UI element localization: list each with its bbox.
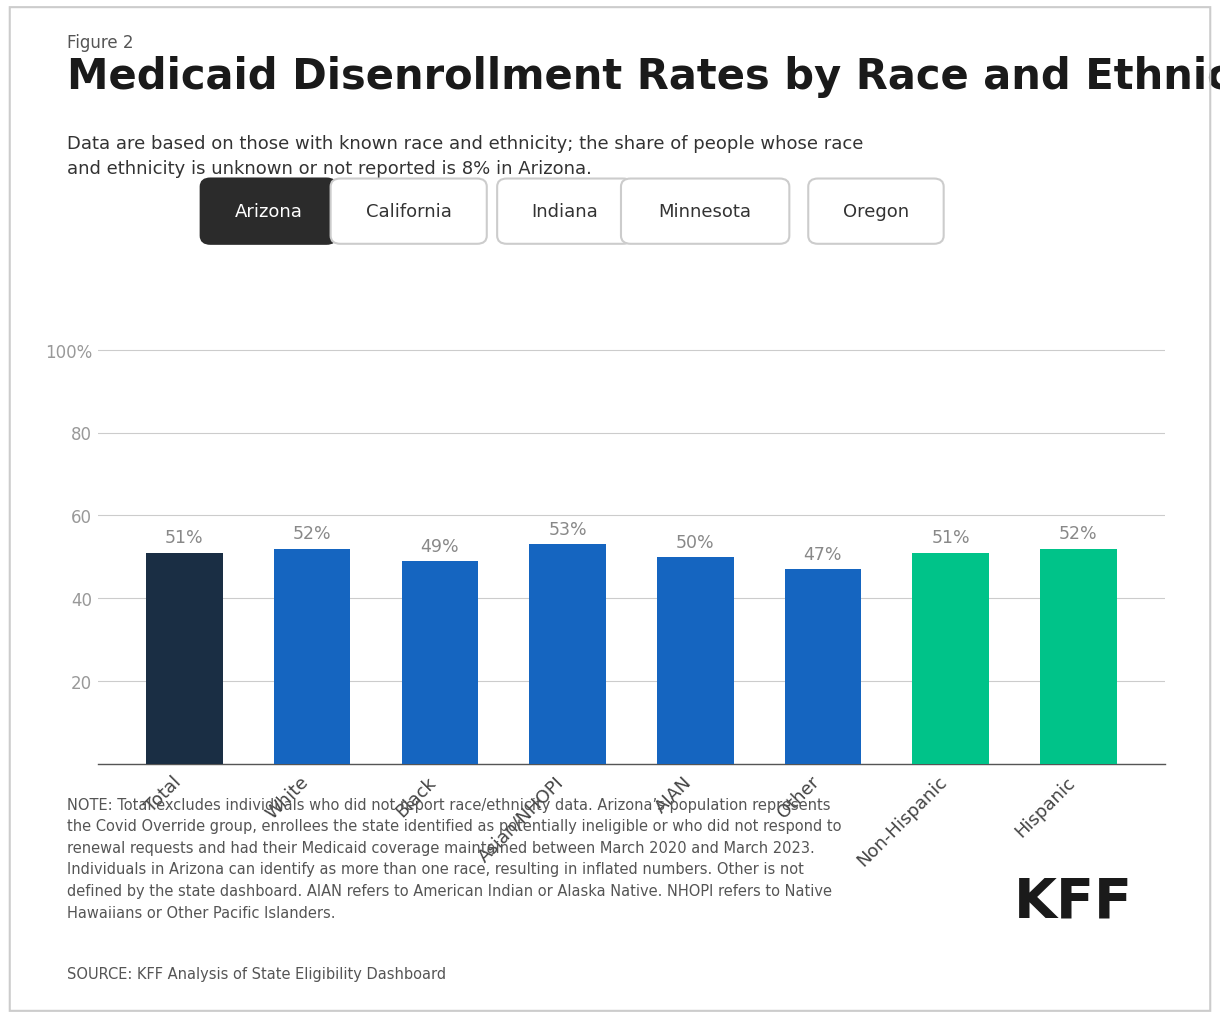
Text: Figure 2: Figure 2 xyxy=(67,34,134,52)
Text: California: California xyxy=(366,203,451,221)
Bar xyxy=(273,549,350,764)
Text: SOURCE: KFF Analysis of State Eligibility Dashboard: SOURCE: KFF Analysis of State Eligibilit… xyxy=(67,966,447,981)
Text: KFF: KFF xyxy=(1014,875,1133,928)
Text: Minnesota: Minnesota xyxy=(659,203,752,221)
Text: 53%: 53% xyxy=(548,521,587,539)
Bar xyxy=(784,570,861,764)
Bar xyxy=(146,553,223,764)
Text: 52%: 52% xyxy=(293,525,332,543)
Text: Oregon: Oregon xyxy=(843,203,909,221)
Text: Medicaid Disenrollment Rates by Race and Ethnicity: Medicaid Disenrollment Rates by Race and… xyxy=(67,56,1220,98)
Bar xyxy=(1039,549,1116,764)
Text: Data are based on those with known race and ethnicity; the share of people whose: Data are based on those with known race … xyxy=(67,135,864,177)
Text: Arizona: Arizona xyxy=(234,203,303,221)
Text: 51%: 51% xyxy=(931,529,970,547)
Text: 51%: 51% xyxy=(165,529,204,547)
Text: 50%: 50% xyxy=(676,533,715,551)
Bar xyxy=(913,553,989,764)
Bar xyxy=(656,557,733,764)
Text: 49%: 49% xyxy=(421,537,459,555)
Text: Indiana: Indiana xyxy=(532,203,598,221)
Text: 47%: 47% xyxy=(804,545,842,564)
Text: NOTE: Total excludes individuals who did not report race/ethnicity data. Arizona: NOTE: Total excludes individuals who did… xyxy=(67,797,842,920)
Bar xyxy=(529,545,606,764)
Text: 52%: 52% xyxy=(1059,525,1098,543)
Bar xyxy=(401,561,478,764)
